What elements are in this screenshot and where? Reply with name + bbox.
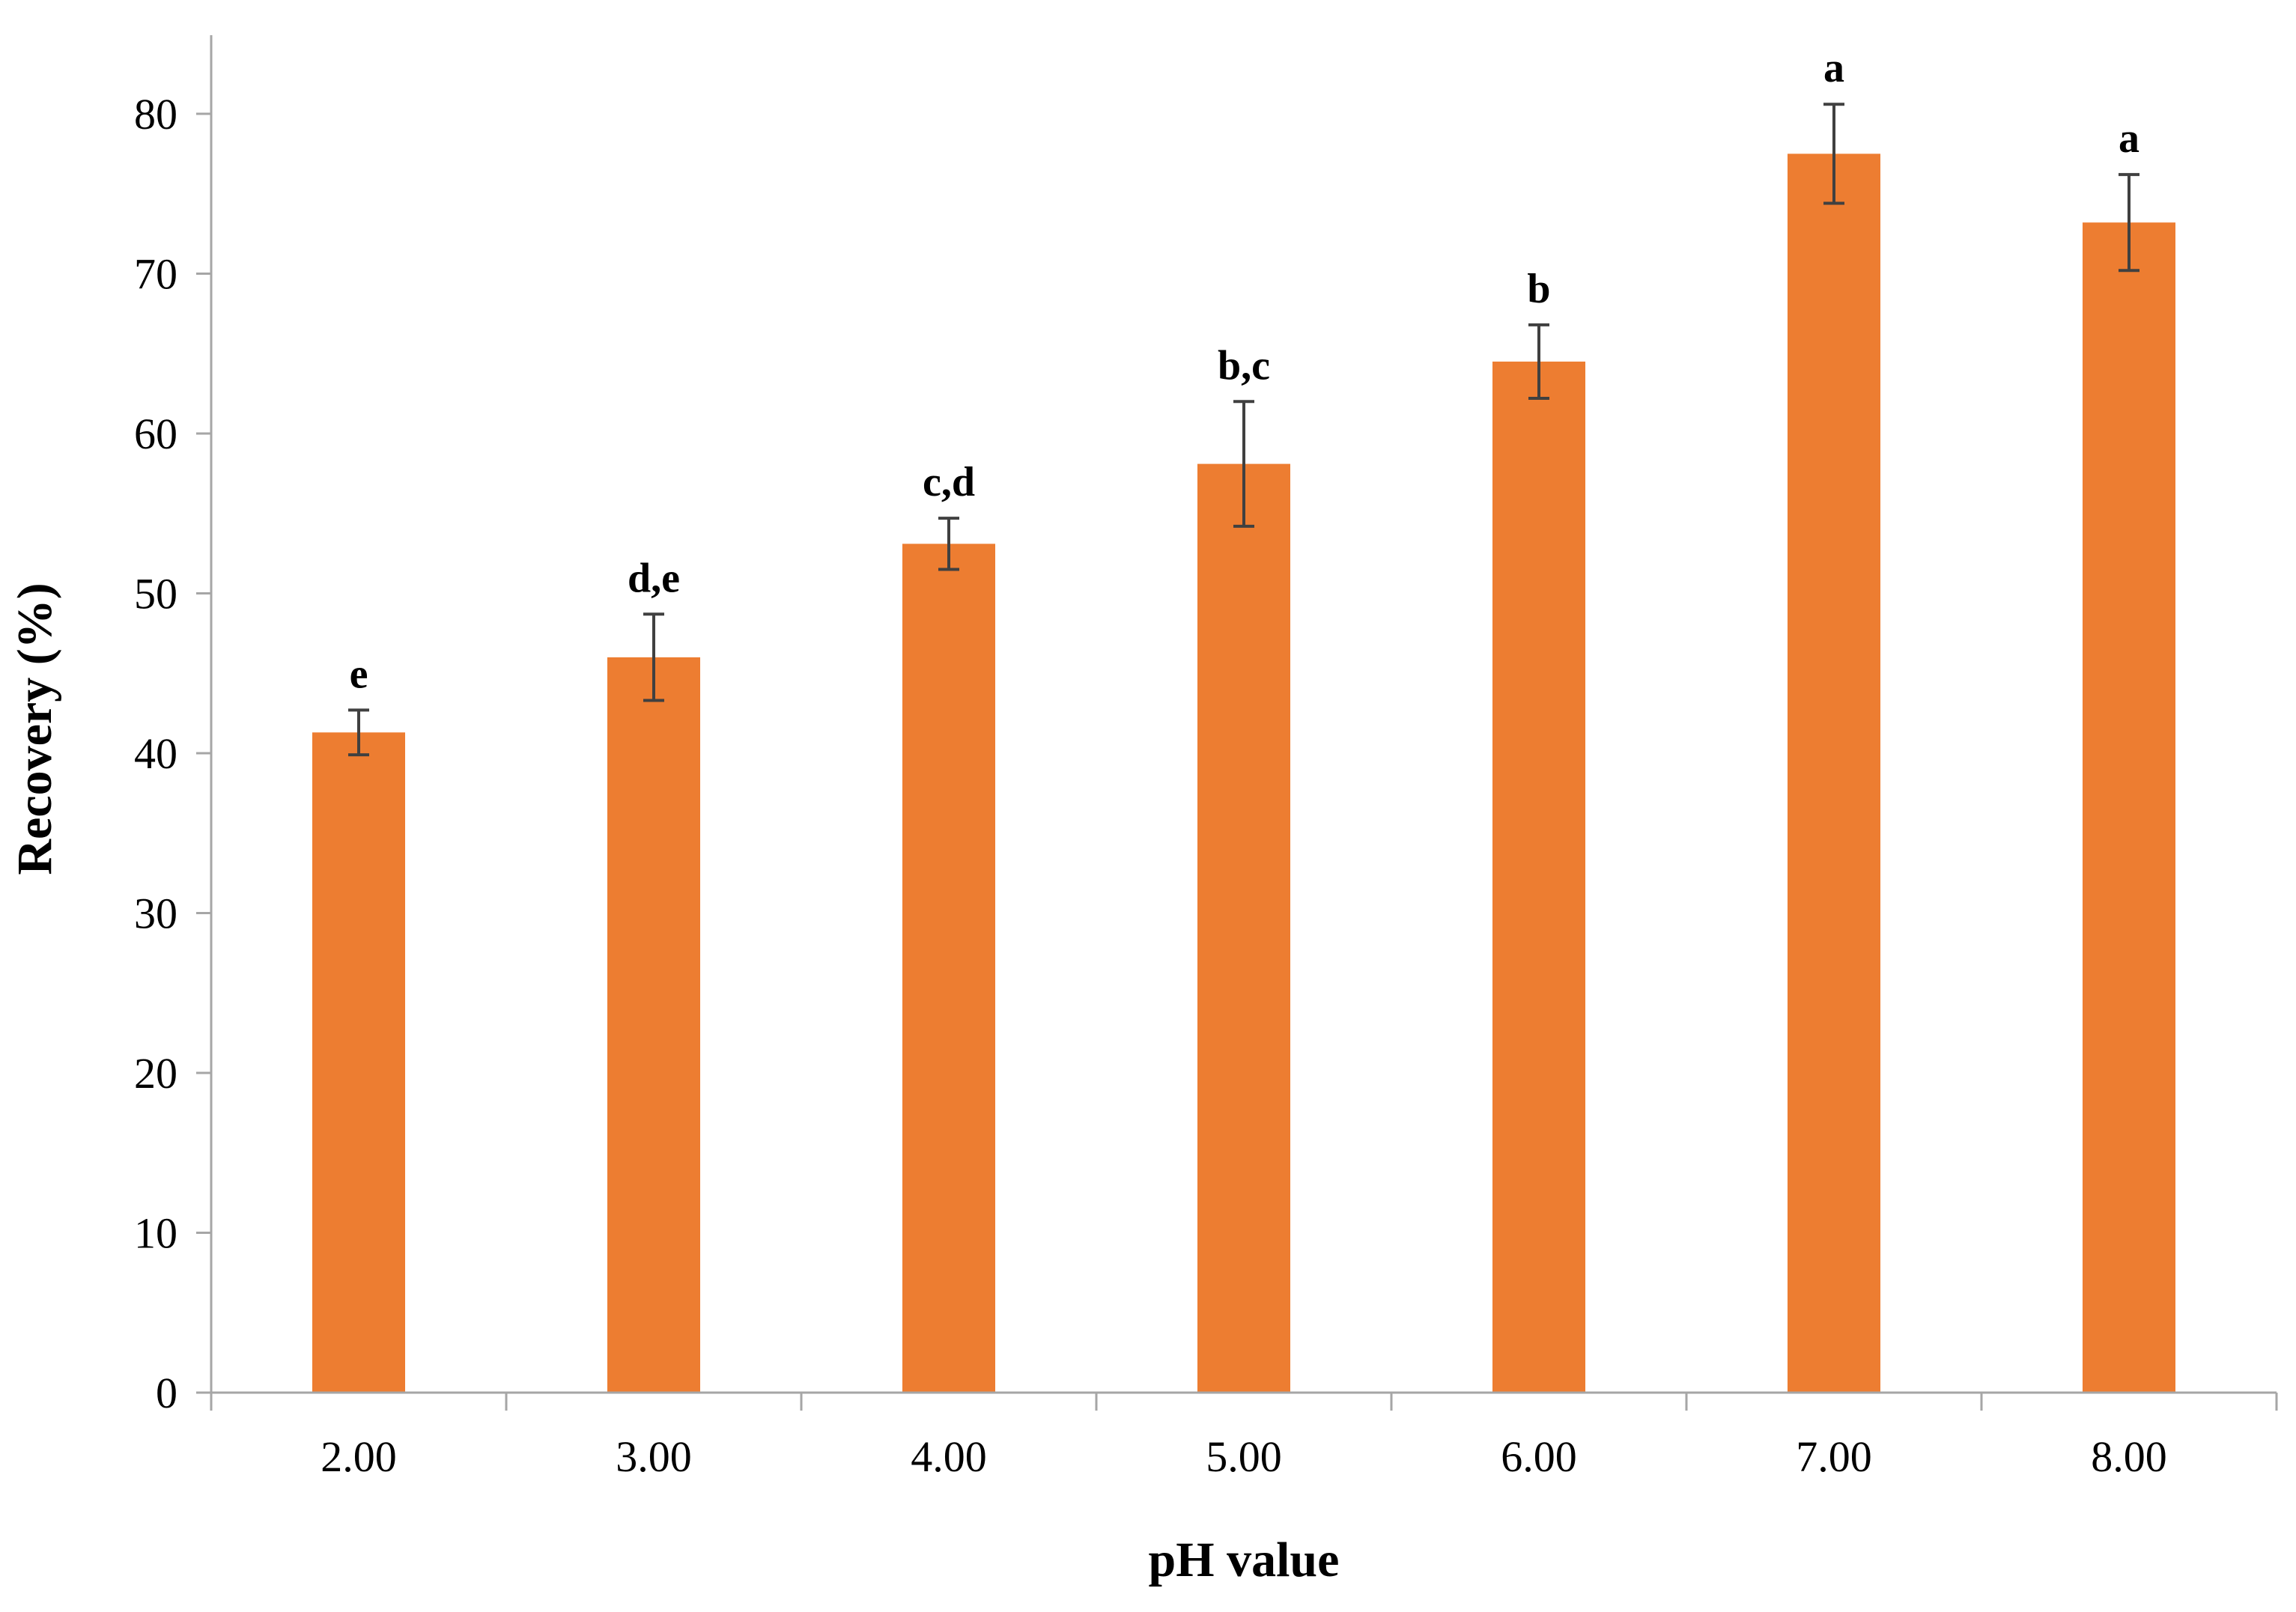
significance-label: e <box>350 651 368 697</box>
x-tick-label: 2.00 <box>321 1432 397 1481</box>
significance-label: a <box>1823 45 1844 91</box>
y-axis-ticks: 0 10 20 30 40 50 60 70 80 <box>134 90 211 1417</box>
significance-label: a <box>2119 115 2139 162</box>
y-tick-label: 20 <box>134 1049 177 1098</box>
x-axis-title: pH value <box>1149 1533 1340 1587</box>
x-tick-label: 6.00 <box>1501 1432 1577 1481</box>
bar-8.00 <box>2083 222 2175 1393</box>
bar-4.00 <box>902 544 995 1393</box>
significance-label: b <box>1527 266 1550 312</box>
y-tick-label: 0 <box>156 1369 177 1417</box>
x-tick-label: 7.00 <box>1796 1432 1872 1481</box>
bar-5.00 <box>1197 463 1290 1393</box>
y-tick-label: 60 <box>134 410 177 458</box>
x-tick-label: 3.00 <box>616 1432 692 1481</box>
y-tick-label: 40 <box>134 729 177 778</box>
y-tick-label: 80 <box>134 90 177 139</box>
x-tick-label: 5.00 <box>1206 1432 1282 1481</box>
bar-6.00 <box>1492 361 1585 1393</box>
x-axis-ticks: 2.00 3.00 4.00 5.00 6.00 7.00 8.00 <box>210 1393 2278 1481</box>
y-tick-label: 10 <box>134 1209 177 1258</box>
x-tick-label: 4.00 <box>911 1432 987 1481</box>
bars <box>312 153 2175 1393</box>
y-tick-label: 30 <box>134 889 177 938</box>
significance-label: d,e <box>628 555 680 601</box>
significance-labels: e d,e c,d b,c b a a <box>350 45 2139 697</box>
y-tick-label: 70 <box>134 250 177 299</box>
x-tick-label: 8.00 <box>2091 1432 2167 1481</box>
bar-7.00 <box>1788 153 1880 1393</box>
significance-label: c,d <box>923 459 975 505</box>
y-axis-title: Recovery (%) <box>7 583 62 875</box>
significance-label: b,c <box>1218 342 1270 389</box>
bar-2.00 <box>312 732 405 1393</box>
bar-3.00 <box>607 657 700 1393</box>
y-tick-label: 50 <box>134 570 177 618</box>
error-bars <box>348 103 2139 757</box>
